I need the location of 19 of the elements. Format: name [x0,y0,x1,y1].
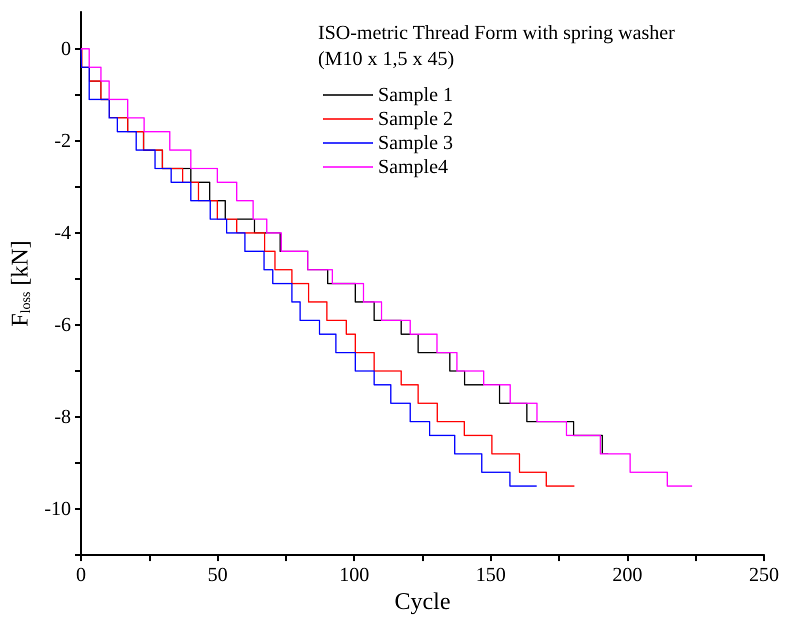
legend-label: Sample 2 [378,108,453,130]
x-tick-label: 100 [339,564,370,586]
y-axis-title: Floss [kN] [7,240,34,327]
y-tick-label: -2 [54,130,71,152]
x-axis-title: Cycle [394,589,450,615]
y-tick-label: -4 [54,222,71,244]
y-tick-label: -10 [44,498,71,520]
y-tick-label: 0 [61,38,71,60]
x-tick-label: 250 [749,564,779,586]
y-tick-label: -8 [54,406,71,428]
y-tick-label: -6 [54,314,71,336]
x-tick-label: 150 [476,564,506,586]
x-tick-label: 50 [208,564,228,586]
legend-title: ISO-metric Thread Form with spring washer (M10 x 1,5 x 45) [318,22,680,70]
x-tick-label: 0 [76,564,86,586]
legend-label: Sample4 [378,156,448,178]
legend-label: Sample 1 [378,84,453,106]
legend-label: Sample 3 [378,132,453,154]
x-tick-label: 200 [612,564,642,586]
